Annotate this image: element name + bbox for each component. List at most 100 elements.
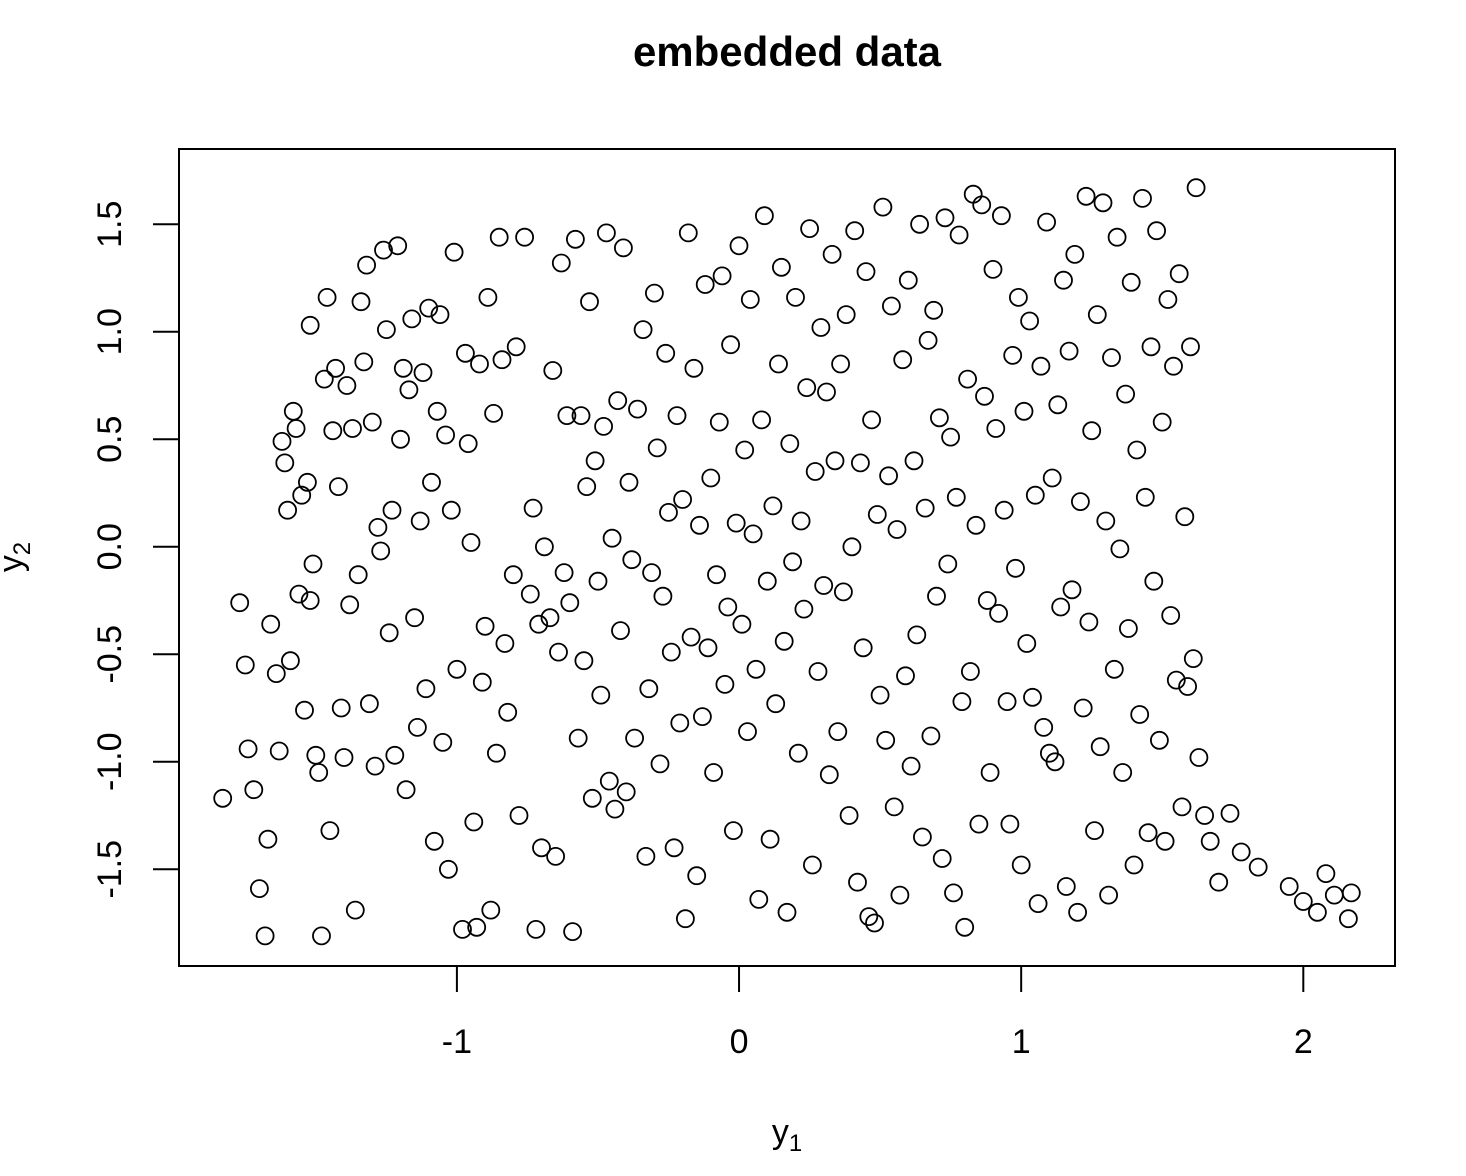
data-point <box>1014 401 1034 421</box>
data-point <box>1150 730 1169 750</box>
data-point <box>755 206 774 226</box>
data-point <box>433 733 453 752</box>
data-point <box>757 571 777 591</box>
data-point <box>447 659 467 679</box>
x-axis: -1 0 1 2 <box>442 965 1313 1061</box>
data-point <box>337 376 357 395</box>
data-point <box>879 466 898 486</box>
data-point <box>1031 356 1051 376</box>
data-point <box>944 883 963 903</box>
data-point <box>286 419 306 438</box>
data-point <box>1144 571 1164 591</box>
data-point <box>393 358 413 378</box>
data-point <box>760 829 780 849</box>
data-point <box>836 305 856 325</box>
data-point <box>1025 485 1045 505</box>
data-point <box>255 926 275 946</box>
data-point <box>769 354 788 374</box>
data-point <box>966 515 986 535</box>
data-point <box>1147 221 1166 241</box>
data-point <box>1133 188 1152 208</box>
data-point <box>549 642 568 662</box>
data-point <box>949 225 969 245</box>
data-point <box>605 799 625 819</box>
data-point <box>297 472 317 492</box>
data-point <box>385 745 405 765</box>
data-point <box>882 296 901 316</box>
data-point <box>772 257 791 277</box>
data-point <box>1113 763 1133 782</box>
data-point <box>399 380 419 400</box>
data-point <box>994 500 1014 520</box>
data-point <box>797 378 817 398</box>
data-point <box>687 866 707 886</box>
data-point <box>834 582 853 602</box>
y-tick-label: -0.5 <box>91 625 129 684</box>
data-point <box>354 352 374 372</box>
data-point <box>436 425 456 445</box>
data-point <box>258 829 278 849</box>
data-point <box>915 498 935 518</box>
data-point <box>862 410 881 430</box>
data-point <box>278 500 298 520</box>
data-point <box>303 554 323 574</box>
data-point <box>819 765 839 785</box>
x-tick-label: 2 <box>1294 1023 1313 1061</box>
data-point <box>1181 337 1200 357</box>
data-point <box>921 726 941 746</box>
data-point <box>1110 539 1130 559</box>
data-point <box>458 434 478 454</box>
data-point <box>580 292 599 312</box>
data-point <box>382 500 402 520</box>
data-point <box>261 614 281 634</box>
data-point <box>738 722 757 741</box>
data-point <box>594 416 613 436</box>
data-point <box>893 350 913 370</box>
data-point <box>791 511 811 531</box>
data-point <box>1045 752 1065 772</box>
data-point <box>566 229 585 249</box>
data-point <box>1220 804 1240 823</box>
data-point <box>244 780 264 800</box>
data-point <box>1138 823 1158 843</box>
data-point <box>328 477 348 497</box>
data-point <box>814 576 834 595</box>
data-point <box>656 343 676 363</box>
data-point <box>306 745 326 765</box>
data-point <box>913 827 932 847</box>
data-point <box>597 223 616 243</box>
data-point <box>424 831 444 851</box>
data-point <box>704 763 723 782</box>
data-point <box>904 451 924 471</box>
data-point <box>639 679 659 699</box>
data-point <box>898 270 918 290</box>
data-point <box>876 730 896 750</box>
data-point <box>1152 412 1172 432</box>
data-point <box>828 722 848 741</box>
data-point <box>444 242 464 262</box>
data-point <box>910 214 929 234</box>
data-point <box>1048 395 1068 415</box>
data-point <box>777 902 797 922</box>
data-point <box>554 563 574 582</box>
data-point <box>509 806 529 825</box>
data-point <box>365 756 385 776</box>
data-point <box>495 634 515 653</box>
x-axis-label: y1 <box>772 1113 802 1157</box>
data-point <box>724 821 743 840</box>
data-point <box>407 718 427 737</box>
data-point <box>1166 670 1186 690</box>
data-point <box>859 907 879 926</box>
data-point <box>1169 264 1189 284</box>
data-point <box>1248 857 1268 877</box>
y-tick-label: 0.5 <box>91 416 129 463</box>
data-point <box>907 625 927 645</box>
data-point <box>992 206 1011 226</box>
data-point <box>492 350 512 370</box>
data-point <box>266 664 286 683</box>
data-point <box>535 537 554 557</box>
data-point <box>422 472 441 492</box>
data-point <box>867 505 887 524</box>
data-point <box>1164 356 1183 376</box>
